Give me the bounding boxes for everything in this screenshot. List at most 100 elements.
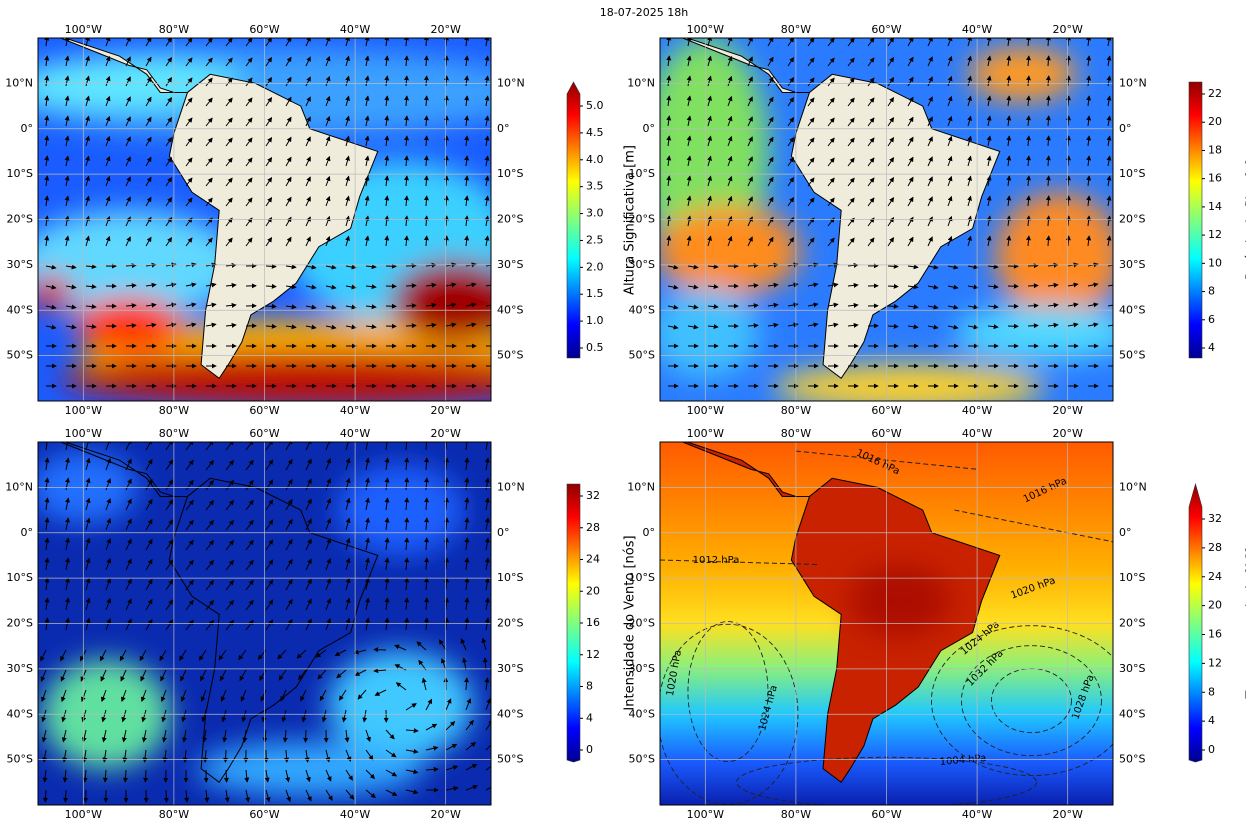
lon-label: 40°W <box>962 404 992 417</box>
lat-label: 20°S <box>629 617 655 630</box>
lat-label: 40°S <box>7 707 33 720</box>
colorbar-tick-label: 4.0 <box>586 153 604 166</box>
lon-label: 80°W <box>781 404 811 417</box>
wind-arrow <box>426 136 427 146</box>
colorbar-tick-label: 6 <box>1208 313 1215 326</box>
field-blob <box>773 365 1045 410</box>
wind-arrow <box>426 176 427 186</box>
wind-arrow <box>406 285 416 286</box>
lat-label: 0° <box>497 122 510 135</box>
colorbar-tick-label: 8 <box>586 680 593 693</box>
wind-arrow <box>1048 116 1049 126</box>
colorbar-tick-label: 2.0 <box>586 260 604 273</box>
lon-label: 20°W <box>1053 23 1083 36</box>
field-blob <box>954 306 1135 360</box>
lon-label: 40°W <box>962 427 992 440</box>
lat-label: 10°S <box>7 167 33 180</box>
colorbar <box>1189 82 1202 358</box>
wind-arrow <box>166 790 167 802</box>
lat-label: 20°S <box>1119 617 1145 630</box>
wind-arrow <box>1048 76 1049 86</box>
lat-label: 40°S <box>7 303 33 316</box>
wind-arrow <box>406 265 416 266</box>
lat-label: 50°S <box>1119 349 1145 362</box>
colorbar-tick-label: 4 <box>586 711 593 724</box>
colorbar-tick-label: 16 <box>586 616 600 629</box>
colorbar-tick-label: 32 <box>1208 512 1222 525</box>
wind-arrow <box>1048 196 1049 206</box>
lon-label: 60°W <box>871 427 901 440</box>
lat-label: 10°S <box>629 167 655 180</box>
colorbar-tick-label: 18 <box>1208 143 1222 156</box>
colorbar-tick-label: 20 <box>1208 115 1222 128</box>
wind-arrow <box>1048 136 1049 146</box>
lon-label: 20°W <box>1053 404 1083 417</box>
lon-label: 100°W <box>687 23 724 36</box>
colorbar-tick-label: 24 <box>586 553 600 566</box>
colorbar-tick-label: 16 <box>1208 628 1222 641</box>
lat-label: 50°S <box>629 753 655 766</box>
lon-label: 60°W <box>871 23 901 36</box>
lat-label: 20°S <box>1119 213 1145 226</box>
lat-label: 0° <box>1119 122 1132 135</box>
lat-label: 30°S <box>629 662 655 675</box>
colorbar-tick-label: 0 <box>586 743 593 756</box>
colorbar-tick-label: 3.5 <box>586 180 604 193</box>
wind-arrow <box>426 116 427 126</box>
lat-label: 50°S <box>7 349 33 362</box>
wind-arrow <box>426 156 427 166</box>
colorbar-tick-label: 5.0 <box>586 99 604 112</box>
wind-arrow <box>266 306 276 307</box>
field-blob <box>968 47 1077 101</box>
lat-label: 10°N <box>1119 480 1147 493</box>
lat-label: 30°S <box>629 258 655 271</box>
wind-arrow <box>305 730 306 742</box>
lon-label: 100°W <box>687 404 724 417</box>
lat-label: 50°S <box>497 753 523 766</box>
lat-label: 0° <box>643 526 656 539</box>
wind-arrow <box>426 236 427 246</box>
wind-arrow <box>145 770 146 782</box>
wind-arrow <box>406 325 416 326</box>
wind-arrow <box>426 196 427 206</box>
wind-arrow <box>888 306 898 307</box>
colorbar-tick-label: 28 <box>586 521 600 534</box>
lon-label: 100°W <box>65 427 102 440</box>
lat-label: 10°S <box>7 571 33 584</box>
wind-arrow <box>266 286 276 287</box>
lat-label: 40°S <box>497 707 523 720</box>
lat-label: 20°S <box>7 213 33 226</box>
field-blob <box>337 465 464 556</box>
field-blob <box>391 260 518 342</box>
wind-arrow <box>1048 176 1049 186</box>
wind-arrow <box>888 266 898 267</box>
lon-label: 40°W <box>340 23 370 36</box>
field-blob <box>29 274 74 310</box>
lat-label: 10°N <box>5 480 33 493</box>
lat-label: 40°S <box>1119 303 1145 316</box>
colorbar-tick-label: 4 <box>1208 714 1215 727</box>
colorbar-tick-label: 22 <box>1208 87 1222 100</box>
lon-label: 100°W <box>687 808 724 821</box>
colorbar-tick-label: 8 <box>1208 685 1215 698</box>
lat-label: 0° <box>643 122 656 135</box>
lon-label: 80°W <box>781 23 811 36</box>
lon-label: 40°W <box>340 404 370 417</box>
lat-label: 10°S <box>629 571 655 584</box>
lat-label: 30°S <box>1119 258 1145 271</box>
colorbar-tick-label: 1.5 <box>586 287 604 300</box>
lat-label: 0° <box>1119 526 1132 539</box>
lat-label: 20°S <box>629 213 655 226</box>
colorbar <box>567 484 580 762</box>
lon-label: 80°W <box>159 23 189 36</box>
lat-label: 40°S <box>497 303 523 316</box>
colorbar-tick-label: 20 <box>586 584 600 597</box>
lon-label: 100°W <box>687 427 724 440</box>
wind-arrow <box>1028 265 1038 266</box>
wind-arrow <box>266 266 276 267</box>
colorbar-tick-label: 14 <box>1208 200 1222 213</box>
field-blob <box>995 192 1122 319</box>
lon-label: 60°W <box>871 404 901 417</box>
colorbar-tick-label: 12 <box>586 648 600 661</box>
lon-label: 80°W <box>159 808 189 821</box>
